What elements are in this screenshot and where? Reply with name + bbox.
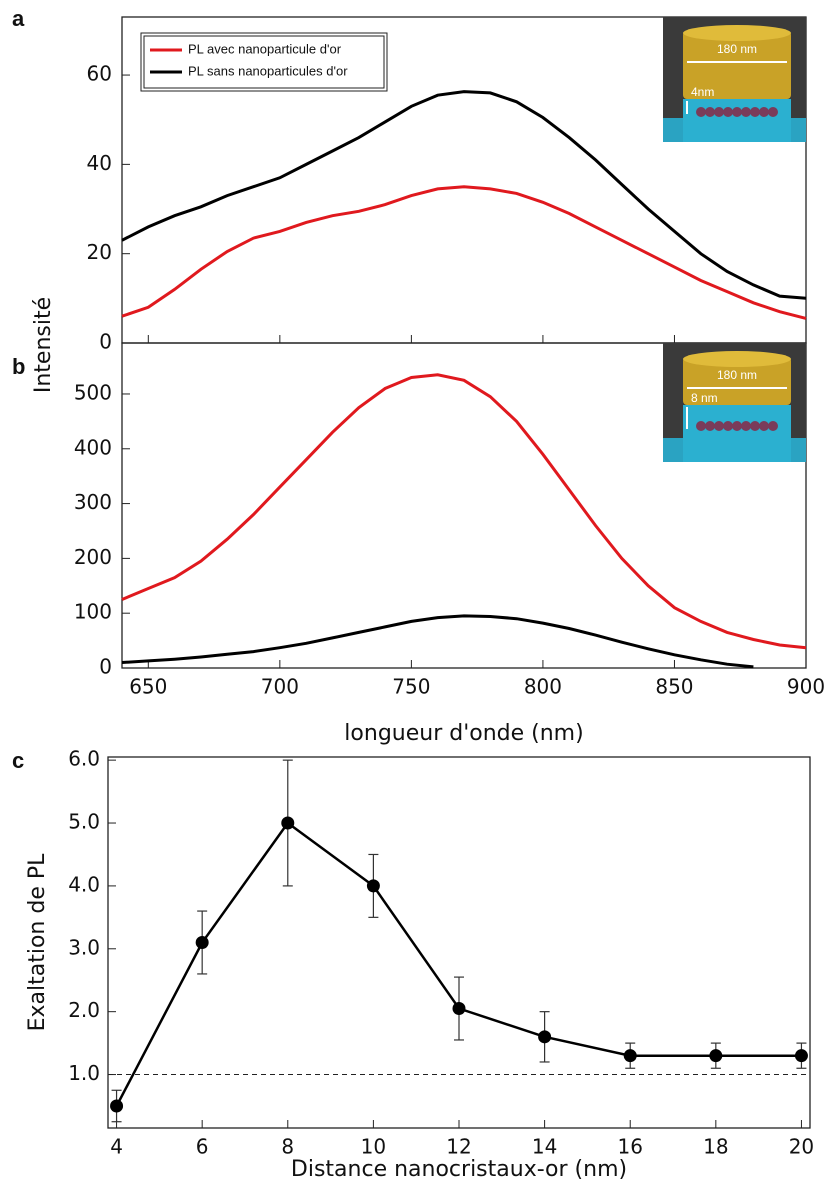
x-tick-label: 14 bbox=[532, 1135, 557, 1159]
data-point bbox=[538, 1030, 552, 1044]
y-tick-label: 40 bbox=[87, 151, 112, 175]
x-tick-label: 650 bbox=[129, 675, 167, 699]
y-tick-label: 200 bbox=[74, 545, 112, 569]
data-line bbox=[121, 90, 807, 300]
data-point bbox=[195, 936, 209, 949]
legend-label: PL avec nanoparticule d'or bbox=[188, 41, 342, 56]
inset-spacer bbox=[683, 405, 791, 462]
x-tick-label: 16 bbox=[617, 1135, 642, 1159]
inset-nanocrystal bbox=[696, 107, 706, 117]
inset-nanocrystal bbox=[705, 107, 715, 117]
inset-nanocrystal bbox=[768, 107, 778, 117]
y-tick-label: 0 bbox=[99, 655, 112, 679]
x-axis-label: longueur d'onde (nm) bbox=[344, 721, 583, 746]
y-tick-label: 5.0 bbox=[68, 810, 100, 834]
x-tick-label: 900 bbox=[787, 675, 825, 699]
inset-nanocrystal bbox=[759, 421, 769, 431]
inset-illustration: 180 nm 8 nm bbox=[663, 343, 806, 462]
inset-nanocrystal bbox=[750, 421, 760, 431]
x-tick-label: 850 bbox=[655, 675, 693, 699]
x-tick-label: 12 bbox=[446, 1135, 471, 1159]
inset-nanocrystal bbox=[732, 107, 742, 117]
inset-nanocrystal bbox=[768, 421, 778, 431]
data-point bbox=[452, 1002, 466, 1016]
inset-nanocrystal bbox=[723, 421, 733, 431]
x-tick-label: 20 bbox=[789, 1135, 814, 1159]
data-point bbox=[709, 1049, 723, 1063]
inset-nanocrystal bbox=[732, 421, 742, 431]
x-tick-label: 700 bbox=[261, 675, 299, 699]
x-axis-label: Distance nanocristaux-or (nm) bbox=[291, 1157, 627, 1182]
inset-nanocrystal bbox=[714, 107, 724, 117]
panel-label: a bbox=[12, 6, 25, 31]
data-point bbox=[366, 879, 380, 893]
inset-spacer bbox=[683, 99, 791, 142]
inset-nanocrystal bbox=[714, 421, 724, 431]
data-line bbox=[121, 614, 754, 669]
inset-nanocrystal bbox=[723, 107, 733, 117]
y-axis-label: Intensité bbox=[31, 297, 56, 393]
y-tick-label: 6.0 bbox=[68, 747, 100, 771]
inset-gold bbox=[683, 357, 791, 405]
data-point bbox=[623, 1049, 637, 1063]
y-tick-label: 400 bbox=[74, 435, 112, 459]
inset-gap-label: 4nm bbox=[691, 85, 714, 99]
data-line bbox=[121, 373, 807, 650]
data-point bbox=[281, 816, 295, 830]
data-point bbox=[110, 1099, 124, 1113]
data-point bbox=[794, 1049, 808, 1063]
inset-width-label: 180 nm bbox=[717, 368, 757, 382]
x-tick-label: 6 bbox=[196, 1135, 209, 1159]
inset-nanocrystal bbox=[696, 421, 706, 431]
inset-nanocrystal bbox=[705, 421, 715, 431]
y-tick-label: 300 bbox=[74, 490, 112, 514]
y-tick-label: 100 bbox=[74, 600, 112, 624]
inset-gold-top bbox=[683, 351, 791, 367]
x-tick-label: 10 bbox=[361, 1135, 386, 1159]
panel-label: b bbox=[12, 354, 25, 379]
y-tick-label: 1.0 bbox=[68, 1061, 100, 1085]
inset-nanocrystal bbox=[741, 421, 751, 431]
plot-frame bbox=[107, 756, 811, 1129]
data-line bbox=[121, 185, 807, 320]
x-tick-label: 4 bbox=[110, 1135, 123, 1159]
y-tick-label: 500 bbox=[74, 380, 112, 404]
x-tick-label: 8 bbox=[281, 1135, 294, 1159]
y-tick-label: 2.0 bbox=[68, 998, 100, 1022]
y-axis-label: Exaltation de PL bbox=[25, 853, 50, 1032]
inset-gold bbox=[683, 31, 791, 99]
y-tick-label: 60 bbox=[87, 62, 112, 86]
x-tick-label: 18 bbox=[703, 1135, 728, 1159]
inset-illustration: 180 nm 4nm bbox=[663, 17, 806, 142]
y-tick-label: 0 bbox=[99, 330, 112, 354]
legend-box bbox=[140, 32, 388, 92]
inset-nanocrystal bbox=[759, 107, 769, 117]
plot-frame bbox=[121, 342, 807, 669]
inset-nanocrystal bbox=[750, 107, 760, 117]
data-line bbox=[115, 821, 802, 1107]
inset-width-label: 180 nm bbox=[717, 42, 757, 56]
legend-label: PL sans nanoparticules d'or bbox=[188, 63, 348, 78]
y-tick-label: 4.0 bbox=[68, 872, 100, 896]
panel-label: c bbox=[12, 748, 24, 773]
inset-gold-top bbox=[683, 25, 791, 41]
inset-nanocrystal bbox=[741, 107, 751, 117]
inset-gap-label: 8 nm bbox=[691, 391, 718, 405]
x-tick-label: 750 bbox=[392, 675, 430, 699]
y-tick-label: 3.0 bbox=[68, 935, 100, 959]
y-tick-label: 20 bbox=[87, 240, 112, 264]
legend-box-inner bbox=[143, 35, 385, 89]
x-tick-label: 800 bbox=[524, 675, 562, 699]
